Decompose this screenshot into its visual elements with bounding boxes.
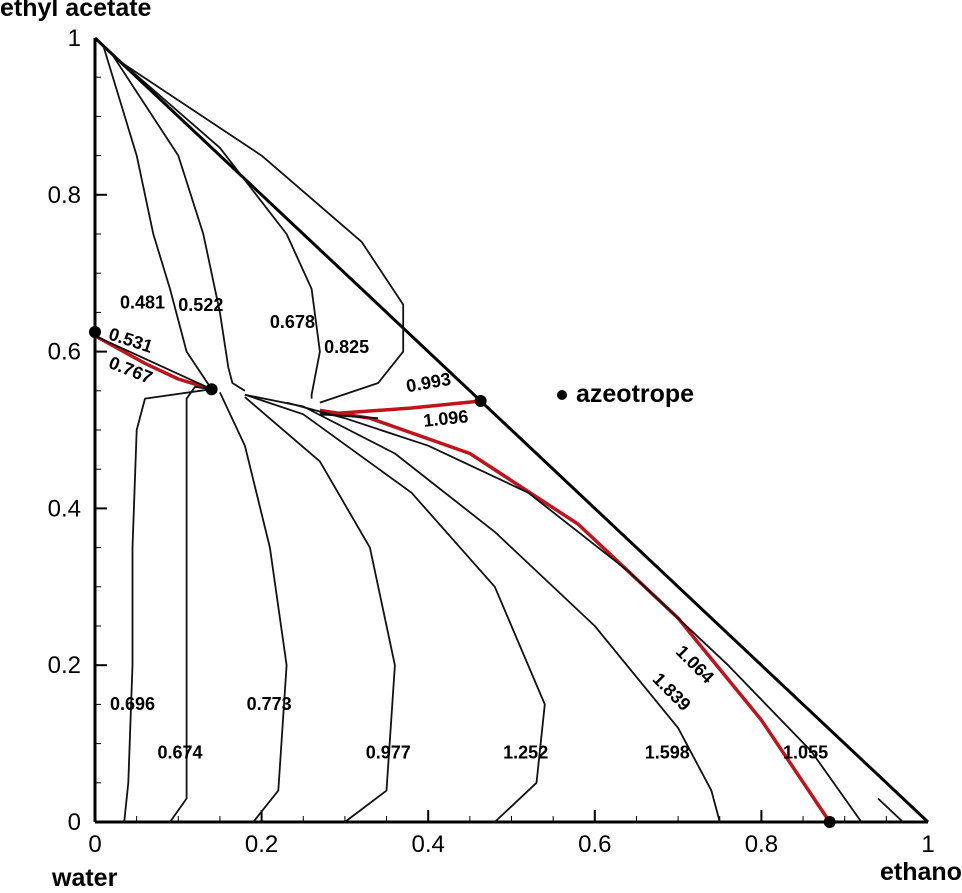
- curve-label: 0.767: [106, 352, 155, 387]
- residue-curve: [244, 393, 721, 823]
- azeotrope-point: [205, 383, 218, 396]
- x-tick-label: 0.4: [412, 831, 445, 858]
- y-tick-label: 1: [68, 25, 81, 52]
- curve-label: 0.993: [405, 369, 453, 397]
- x-tick-label: 0.6: [578, 831, 611, 858]
- x-tick-label: 0: [88, 831, 101, 858]
- residue-curve: [94, 334, 213, 391]
- curve-label: 1.252: [503, 742, 548, 762]
- residue-curve: [286, 401, 863, 823]
- residue-curve: [319, 413, 379, 420]
- curve-label: 0.825: [324, 337, 369, 357]
- residue-curve: [244, 393, 546, 823]
- curve-label: 0.522: [178, 295, 223, 315]
- residue-curves: [94, 45, 904, 823]
- curve-label: 0.678: [270, 312, 315, 332]
- curve-label: 1.839: [649, 669, 695, 715]
- y-tick-label: 0.2: [48, 652, 81, 679]
- azeotrope-legend-marker: [557, 390, 567, 401]
- y-tick-label: 0.6: [48, 339, 81, 366]
- corner-label-water: water: [52, 864, 118, 892]
- azeotrope-point: [89, 326, 101, 338]
- residue-curve: [119, 60, 405, 404]
- x-tick-label: 0.2: [245, 831, 278, 858]
- residue-curve: [169, 386, 212, 823]
- residue-curve: [244, 396, 396, 823]
- legend: azeotrope: [557, 380, 694, 409]
- residue-curve: [110, 53, 246, 392]
- y-tick-label: 0.8: [48, 182, 81, 209]
- residue-curve: [102, 45, 213, 390]
- curve-labels: 0.481 0.5220.6780.8250.5310.9931.8390.696…: [106, 292, 828, 762]
- azeotrope-point: [823, 816, 836, 828]
- azeotrope-legend-label: azeotrope: [576, 380, 695, 408]
- residue-curve: [219, 392, 288, 823]
- curve-label: 0.977: [366, 742, 411, 762]
- corner-label-top: ethyl acetate: [0, 0, 152, 22]
- hypotenuse: [93, 36, 930, 824]
- curve-label: 0.696: [110, 694, 155, 714]
- curve-label: 1.055: [783, 742, 828, 762]
- corner-label-ethanol: ethanol: [880, 858, 962, 886]
- curve-label: 0.674: [157, 742, 202, 762]
- curve-label: 1.096: [422, 406, 469, 431]
- y-tick-label: 0: [68, 809, 81, 836]
- residue-curve: [111, 53, 321, 399]
- diagram-frame: [93, 36, 930, 824]
- y-tick-label: 0.4: [48, 495, 81, 522]
- tick-labels: 0 0.2 0.4 0.6 0.8 1 0 0.2 0.4 0.6 0.8 1: [48, 25, 935, 858]
- azeotrope-points: [89, 326, 836, 828]
- x-tick-label: 0.8: [745, 831, 778, 858]
- x-tick-label: 1: [921, 831, 934, 858]
- curve-label: 0.481: [120, 292, 165, 312]
- curve-label: 1.598: [645, 742, 690, 762]
- curve-label: 0.773: [247, 694, 292, 714]
- residue-curve: [123, 388, 212, 823]
- residue-curve: [877, 797, 904, 823]
- residue-curve: [94, 335, 212, 391]
- azeotrope-point: [474, 394, 487, 407]
